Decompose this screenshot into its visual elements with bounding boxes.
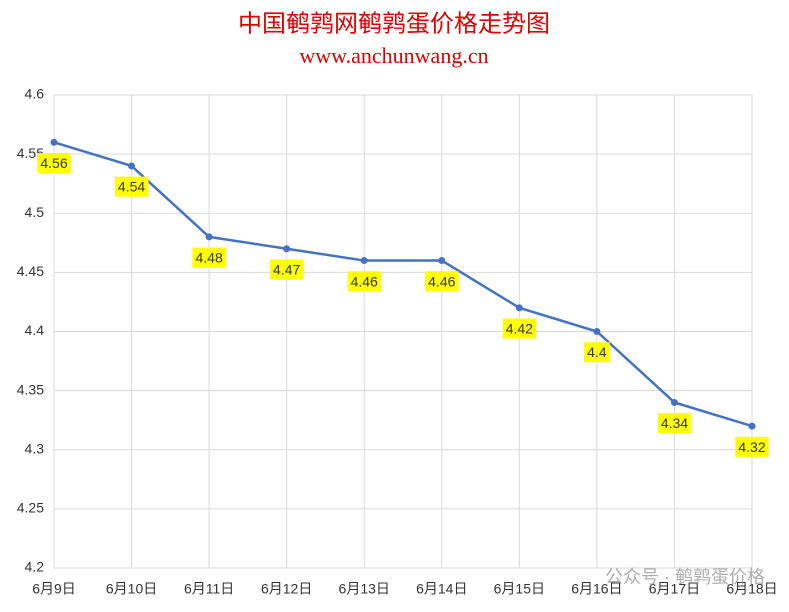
data-label-bg xyxy=(347,271,382,292)
x-tick-label: 6月18日 xyxy=(726,581,777,597)
point xyxy=(438,257,446,265)
point xyxy=(670,398,678,406)
x-tick-label: 6月13日 xyxy=(339,581,390,597)
y-tick-label: 4.4 xyxy=(25,322,45,338)
y-tick-label: 4.55 xyxy=(17,145,44,161)
point xyxy=(593,328,601,335)
chart-title: 中国鹌鹑网鹌鹑蛋价格走势图 xyxy=(238,11,550,38)
data-label-bg xyxy=(657,413,692,434)
data-label: 4.32 xyxy=(738,439,765,455)
x-tick-label: 6月14日 xyxy=(416,581,467,597)
y-tick-label: 4.2 xyxy=(25,559,45,575)
data-label: 4.4 xyxy=(587,344,607,360)
point xyxy=(205,233,213,241)
y-tick-label: 4.5 xyxy=(25,204,45,220)
data-label: 4.56 xyxy=(40,155,67,171)
point xyxy=(748,422,756,430)
line xyxy=(53,141,753,428)
point xyxy=(360,257,368,265)
x-tick-label: 6月12日 xyxy=(261,581,312,597)
y-tick-label: 4.45 xyxy=(17,263,44,279)
x-tick-label: 6月11日 xyxy=(184,581,234,597)
x-tick-label: 6月17日 xyxy=(649,581,700,597)
data-label-bg xyxy=(584,342,610,363)
data-label: 4.34 xyxy=(661,415,688,431)
data-label-bg xyxy=(37,153,71,174)
x-tick-label: 6月16日 xyxy=(571,581,622,597)
data-label: 4.46 xyxy=(428,273,455,289)
watermark: 公众号 · 鹌鹑蛋价格 xyxy=(605,567,765,587)
data-label-bg xyxy=(192,247,226,268)
y-tick-label: 4.6 xyxy=(25,86,45,102)
data-label: 4.48 xyxy=(195,250,222,266)
x-tick-label: 6月9日 xyxy=(32,581,76,597)
y-tick-label: 4.35 xyxy=(17,381,44,397)
data-label: 4.46 xyxy=(351,273,378,289)
x-tick-label: 6月15日 xyxy=(494,581,545,597)
point xyxy=(128,162,136,170)
data-label: 4.54 xyxy=(118,179,145,195)
data-label-bg xyxy=(114,176,149,197)
data-label-bg xyxy=(270,259,304,280)
y-tick-label: 4.3 xyxy=(25,440,45,456)
data-label-bg xyxy=(425,271,459,292)
y-tick-label: 4.25 xyxy=(17,500,44,516)
x-tick-label: 6月10日 xyxy=(106,581,157,597)
data-label-bg xyxy=(735,436,769,457)
point xyxy=(515,304,523,312)
data-label-bg xyxy=(502,318,537,339)
point xyxy=(283,245,291,253)
data-label: 4.47 xyxy=(273,261,300,277)
chart-subtitle: www.anchunwang.cn xyxy=(299,43,488,68)
data-label: 4.42 xyxy=(506,321,533,337)
point xyxy=(50,138,58,146)
